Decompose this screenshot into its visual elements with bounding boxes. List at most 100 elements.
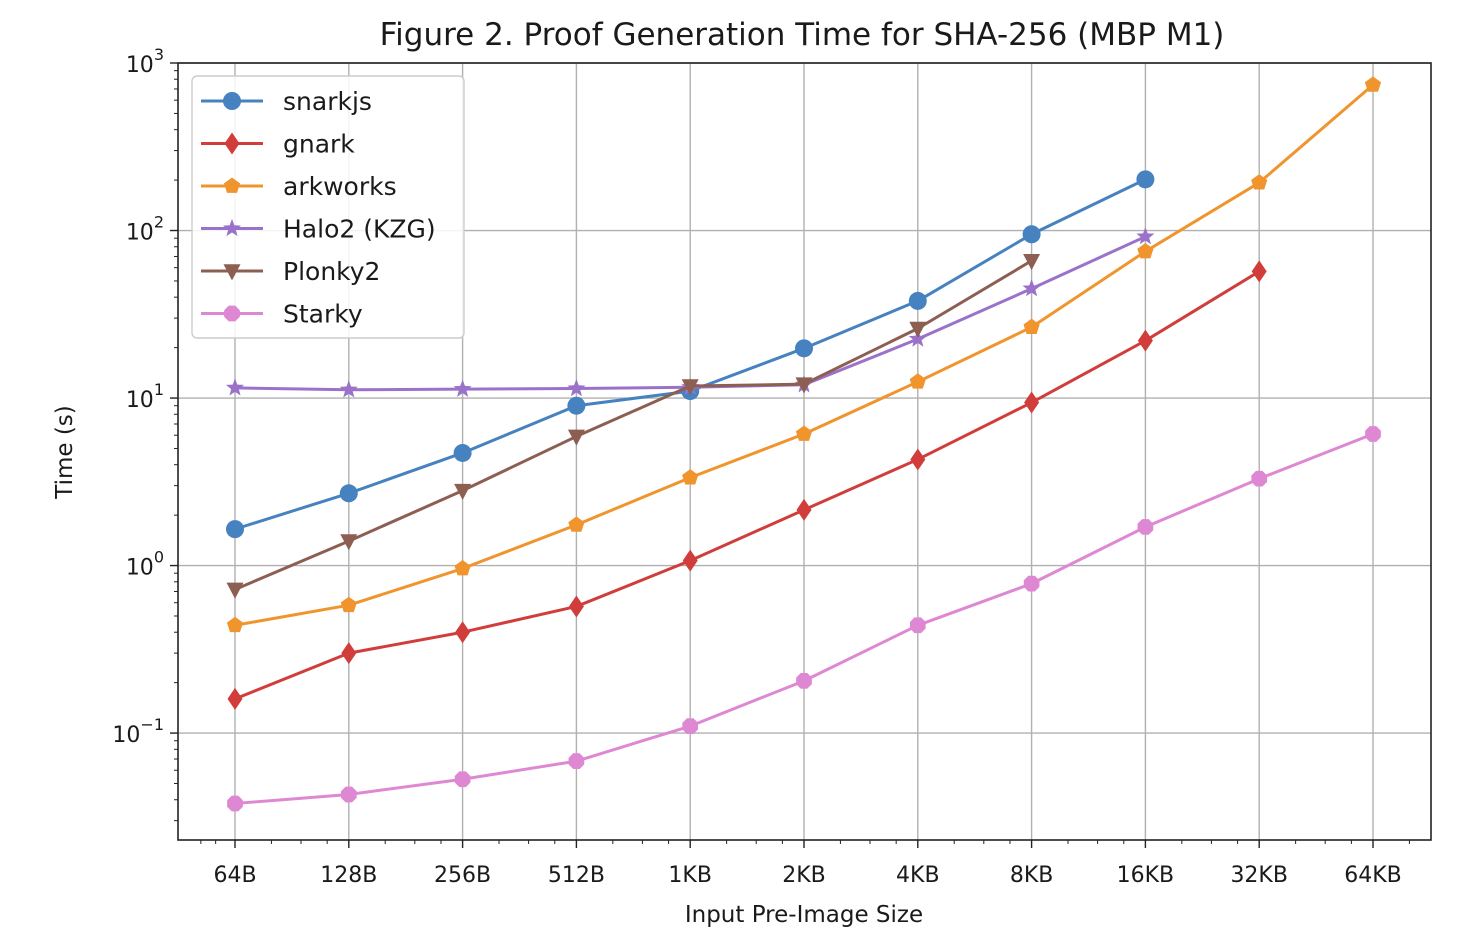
data-point [340, 534, 358, 551]
x-tick-label: 256B [434, 863, 491, 888]
y-tick-label: 10−1 [112, 715, 164, 748]
legend-item: Plonky2 [201, 257, 380, 286]
legend: snarkjs gnark arkworks Halo2 (KZG) Plonky2 St… [191, 75, 465, 339]
data-point [568, 595, 584, 618]
y-axis: 103 102 101 100 10−1 [112, 45, 178, 822]
x-tick-label: 512B [548, 863, 605, 888]
legend-label: snarkjs [283, 87, 372, 116]
x-tick-label: 8KB [1010, 863, 1054, 888]
data-point [910, 448, 926, 471]
x-tick-label: 1KB [668, 863, 712, 888]
x-tick-label: 64KB [1344, 863, 1402, 888]
data-point [1023, 575, 1040, 592]
series-layer [225, 76, 1382, 812]
legend-label: gnark [283, 130, 355, 159]
chart-title: Figure 2. Proof Generation Time for SHA-… [380, 17, 1225, 53]
x-tick-label: 128B [320, 863, 377, 888]
y-axis-label: Time (s) [52, 405, 78, 500]
legend-marker [222, 219, 242, 237]
legend-item: Starky [201, 300, 363, 329]
series-gnark [227, 260, 1267, 710]
data-point [1251, 260, 1267, 283]
data-point [1136, 227, 1155, 245]
data-point [455, 621, 471, 644]
data-point [1365, 426, 1381, 442]
data-point [454, 560, 471, 576]
data-point [568, 753, 585, 769]
data-point [1022, 225, 1041, 244]
data-point [795, 339, 813, 358]
data-point [909, 617, 926, 634]
data-point [453, 379, 472, 397]
data-point [340, 786, 357, 803]
y-tick-label: 102 [126, 213, 164, 246]
legend-marker [224, 305, 240, 322]
data-point [226, 520, 244, 539]
data-point [1137, 242, 1154, 259]
data-point [796, 498, 812, 521]
data-point [1137, 329, 1153, 352]
data-point [567, 379, 586, 397]
data-point [339, 380, 358, 398]
series-arkworks [226, 76, 1382, 633]
legend-marker [224, 132, 240, 155]
data-point [795, 377, 813, 394]
data-point [908, 329, 927, 347]
legend-item: Halo2 (KZG) [201, 215, 436, 244]
data-point [908, 291, 927, 310]
data-point [1137, 519, 1154, 535]
x-tick-label: 2KB [782, 863, 826, 888]
data-point [227, 795, 243, 812]
x-tick-label: 16KB [1117, 863, 1175, 888]
y-tick-label: 101 [126, 380, 164, 413]
data-point [339, 484, 358, 503]
data-point [682, 469, 699, 485]
legend-item: arkworks [201, 172, 397, 201]
data-point [909, 373, 926, 389]
legend-label: arkworks [283, 172, 397, 201]
data-point [340, 596, 357, 613]
data-point [682, 549, 698, 572]
series-line [234, 270, 1260, 701]
x-tick-label: 32KB [1230, 863, 1288, 888]
data-point [226, 582, 244, 599]
series-plonky2 [226, 253, 1041, 599]
data-point [681, 379, 699, 396]
data-point [341, 642, 357, 665]
data-point [1251, 174, 1268, 190]
y-tick-label: 100 [126, 548, 164, 581]
data-point [1022, 279, 1041, 297]
legend-marker [223, 177, 241, 193]
x-axis-label: Input Pre-Image Size [685, 902, 923, 928]
data-point [453, 443, 472, 462]
data-point [567, 396, 586, 415]
data-point [225, 378, 245, 396]
data-point [1364, 76, 1382, 92]
legend-label: Plonky2 [283, 257, 380, 286]
legend-item: gnark [201, 130, 355, 159]
series-starky [227, 426, 1381, 812]
legend-marker [223, 92, 241, 110]
legend-label: Halo2 (KZG) [283, 215, 436, 244]
legend-marker [223, 264, 241, 281]
x-tick-label: 64B [213, 863, 256, 888]
series-line [234, 259, 1033, 591]
data-point [1024, 391, 1040, 414]
data-point [795, 425, 813, 441]
legend-item: snarkjs [201, 87, 372, 116]
data-point [1023, 253, 1041, 271]
data-point [1251, 470, 1268, 487]
data-point [454, 483, 472, 501]
legend-label: Starky [283, 300, 363, 329]
data-point [1136, 170, 1155, 189]
data-point [796, 672, 812, 689]
data-point [454, 771, 471, 788]
y-tick-label: 103 [126, 45, 164, 78]
data-point [567, 429, 585, 446]
data-point [227, 687, 243, 710]
x-axis: 64B 128B 256B 512B 1KB 2KB 4KB 8KB 16KB 32KB 64KB [200, 840, 1410, 888]
data-point [568, 516, 585, 532]
data-point [909, 321, 927, 338]
x-tick-label: 4KB [896, 863, 940, 888]
